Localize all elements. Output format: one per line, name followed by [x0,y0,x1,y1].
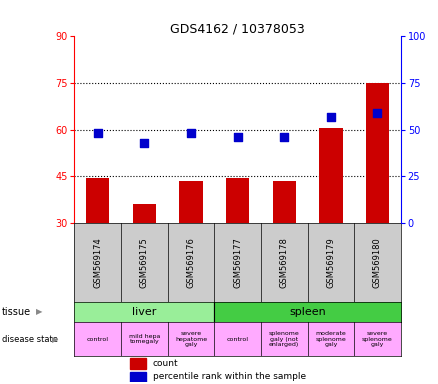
Text: GSM569178: GSM569178 [280,237,289,288]
Text: ▶: ▶ [36,307,43,316]
Text: ▶: ▶ [52,334,58,344]
Text: spleen: spleen [289,307,326,317]
Text: severe
hepatome
galy: severe hepatome galy [175,331,207,348]
Text: mild hepa
tomegaly: mild hepa tomegaly [129,334,160,344]
Bar [130,358,146,369]
Text: liver: liver [132,307,156,317]
Text: tissue: tissue [2,307,31,317]
Bar [130,372,146,382]
Text: GSM569179: GSM569179 [326,237,336,288]
Point [187,130,194,136]
Text: moderate
splenome
galy: moderate splenome galy [315,331,346,348]
Point [281,134,288,140]
Point [94,130,101,136]
Text: count: count [153,359,178,368]
Text: control: control [226,336,249,341]
Point [374,110,381,116]
Bar [179,181,203,223]
Text: GSM569176: GSM569176 [187,237,195,288]
Bar [319,128,343,223]
Text: severe
splenome
galy: severe splenome galy [362,331,393,348]
Text: percentile rank within the sample: percentile rank within the sample [153,372,306,381]
Text: disease state: disease state [2,334,58,344]
Text: GSM569180: GSM569180 [373,237,382,288]
Point [234,134,241,140]
Text: GSM569175: GSM569175 [140,237,149,288]
Text: control: control [87,336,109,341]
Text: splenome
galy (not
enlarged): splenome galy (not enlarged) [269,331,300,348]
Bar [226,178,249,223]
Point [141,140,148,146]
Text: GSM569177: GSM569177 [233,237,242,288]
Text: GSM569174: GSM569174 [93,237,102,288]
Bar [272,181,296,223]
Point [327,114,334,120]
Bar [133,204,156,223]
Bar [366,83,389,223]
Bar [86,178,110,223]
Title: GDS4162 / 10378053: GDS4162 / 10378053 [170,22,305,35]
